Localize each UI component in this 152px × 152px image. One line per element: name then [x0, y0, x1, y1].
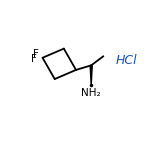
Polygon shape: [90, 65, 92, 85]
Text: HCl: HCl: [115, 54, 137, 67]
Text: F: F: [31, 54, 37, 64]
Text: NH₂: NH₂: [81, 88, 101, 98]
Text: F: F: [33, 49, 39, 59]
